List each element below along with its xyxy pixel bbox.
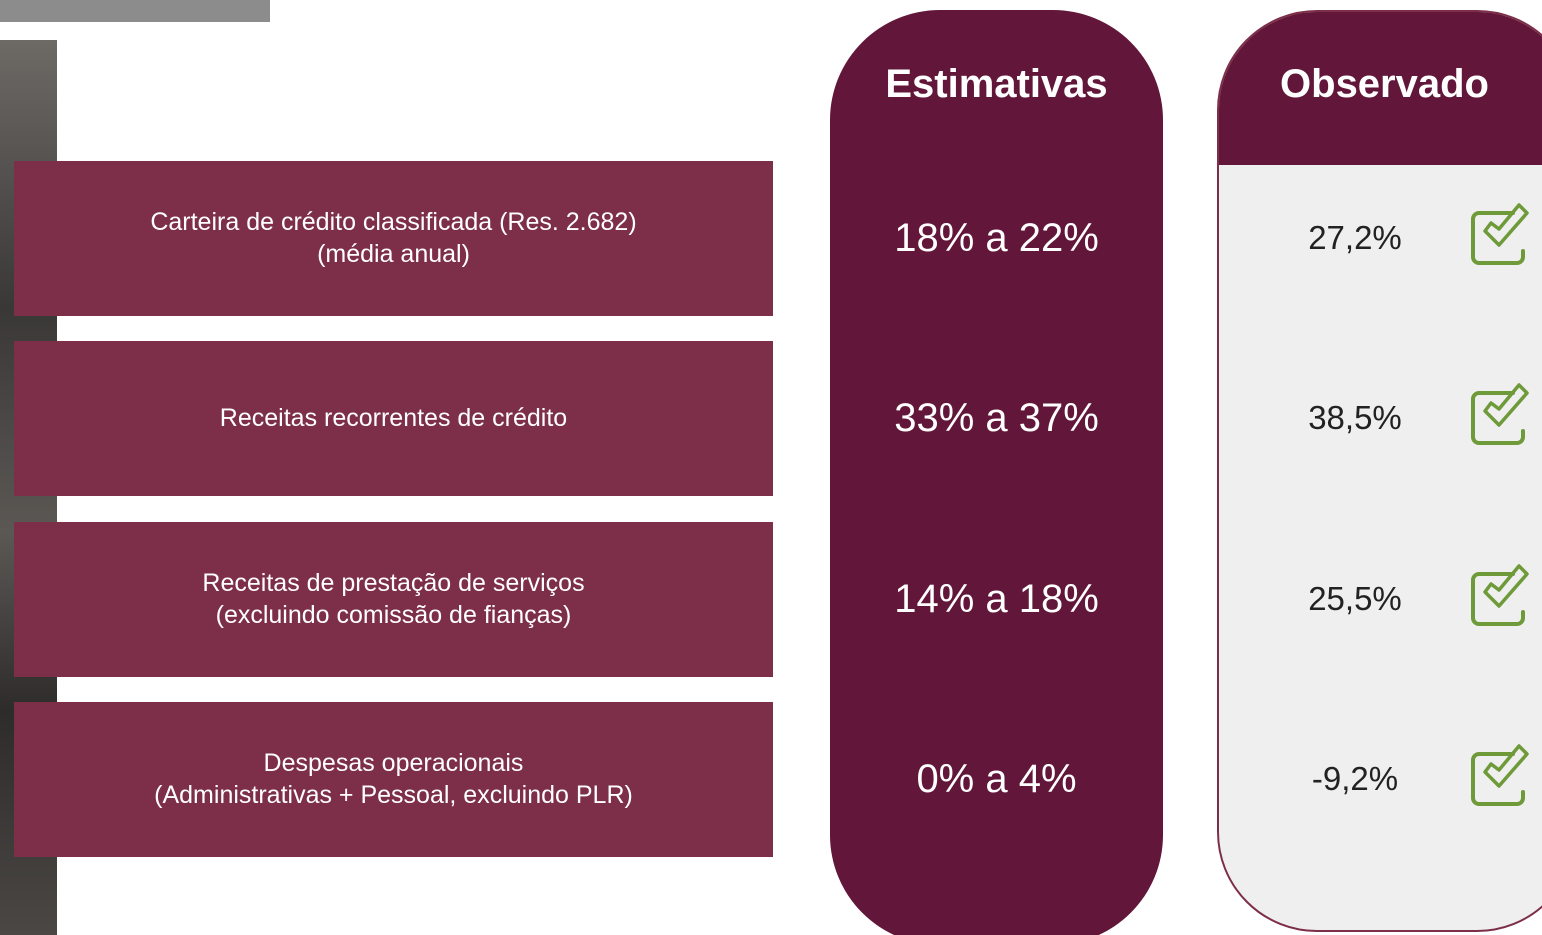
check-icon (1465, 379, 1535, 449)
row-label: Despesas operacionais (264, 748, 524, 779)
check-svg (1465, 199, 1535, 269)
row-label: (Administrativas + Pessoal, excluindo PL… (154, 780, 633, 811)
observed-value: 38,5% (1280, 399, 1430, 437)
row-label: Receitas recorrentes de crédito (220, 403, 567, 434)
observed-value: 25,5% (1280, 580, 1430, 618)
check-svg (1465, 560, 1535, 630)
observed-value: 27,2% (1280, 219, 1430, 257)
row-label-box: Receitas de prestação de serviços(exclui… (14, 522, 773, 677)
estimate-value: 0% a 4% (830, 757, 1163, 802)
observed-value: -9,2% (1280, 760, 1430, 798)
row-label-box: Despesas operacionais(Administrativas + … (14, 702, 773, 857)
row-label-box: Carteira de crédito classificada (Res. 2… (14, 161, 773, 316)
check-svg (1465, 740, 1535, 810)
estimate-value: 14% a 18% (830, 577, 1163, 622)
check-svg (1465, 379, 1535, 449)
top-bar (0, 0, 270, 22)
check-icon (1465, 199, 1535, 269)
row-label-box: Receitas recorrentes de crédito (14, 341, 773, 496)
row-label: Carteira de crédito classificada (Res. 2… (150, 207, 636, 238)
estimate-value: 18% a 22% (830, 216, 1163, 261)
check-icon (1465, 560, 1535, 630)
check-icon (1465, 740, 1535, 810)
slide: Estimativas Observado Carteira de crédit… (0, 0, 1542, 935)
row-label: Receitas de prestação de serviços (202, 568, 584, 599)
row-label: (média anual) (317, 239, 470, 270)
row-label: (excluindo comissão de fianças) (216, 600, 572, 631)
estimates-header: Estimativas (830, 62, 1163, 107)
observed-header: Observado (1217, 62, 1542, 107)
estimate-value: 33% a 37% (830, 396, 1163, 441)
